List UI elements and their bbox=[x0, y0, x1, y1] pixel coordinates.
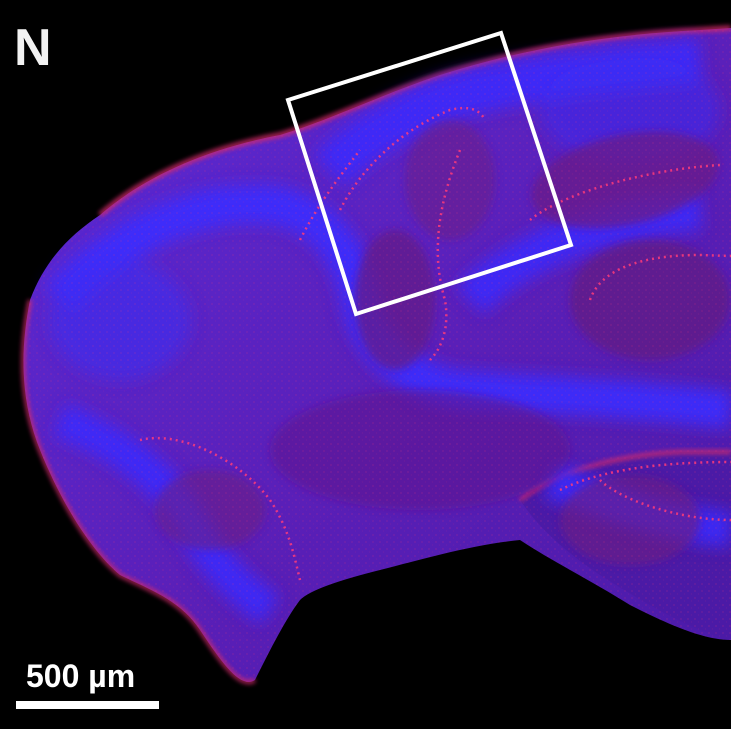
scale-bar bbox=[16, 701, 159, 709]
region-of-interest-box bbox=[285, 30, 574, 317]
scale-bar-label: 500 µm bbox=[26, 658, 136, 694]
panel-label: N bbox=[14, 19, 52, 77]
speckle-texture bbox=[23, 28, 731, 682]
